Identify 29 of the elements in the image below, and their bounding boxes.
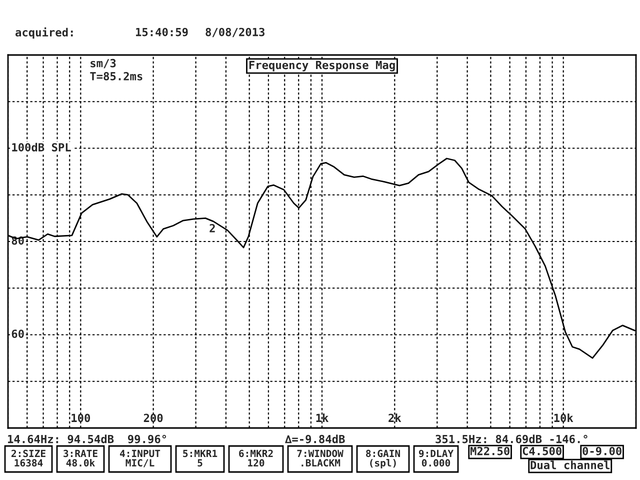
text: 8/08/2013 [206, 28, 264, 38]
text: 0-9.00 [582, 446, 622, 456]
x-tick-label: 2k [388, 414, 402, 422]
text: 2:SIZE 16384 [11, 450, 46, 467]
text: 351.5Hz: 84.69dB -146.° [436, 434, 588, 444]
text: acquired: [16, 27, 73, 39]
text: M22.50 [470, 446, 510, 456]
x-tick-label: 10k [554, 414, 574, 422]
text: 14.64Hz: 94.54dB 99.96° [8, 434, 166, 444]
y-tick-label: 100dB SPL [12, 142, 71, 152]
text: 7:WINDOW .BLACKM [297, 450, 344, 467]
text: Frequency Response Mag [249, 60, 395, 72]
annotation: sm/3 [90, 58, 116, 68]
x-tick-label: 100 [72, 414, 90, 422]
text: 4:INPUT MIC/L [120, 450, 160, 468]
annotation: T=85.2ms [90, 72, 142, 80]
text: 5:MKR1 5 [183, 450, 218, 467]
text: ∆=-9.84dB [284, 434, 345, 444]
y-tick-label: 60 [12, 330, 24, 338]
text: Dual channel [530, 460, 610, 470]
x-tick-label: 200 [144, 414, 163, 422]
text: 3:RATE 48.0k [64, 450, 98, 467]
text: C4.500 [522, 446, 562, 456]
annotation: 2 [210, 224, 215, 232]
text: 6:MKR2 120 [239, 450, 273, 467]
text: 9:DLAY 0.000 [418, 450, 454, 467]
x-tick-label: 1k [316, 414, 328, 422]
text: 8:GAIN (spl) [366, 450, 400, 468]
text: 15:40:59 [136, 28, 188, 36]
